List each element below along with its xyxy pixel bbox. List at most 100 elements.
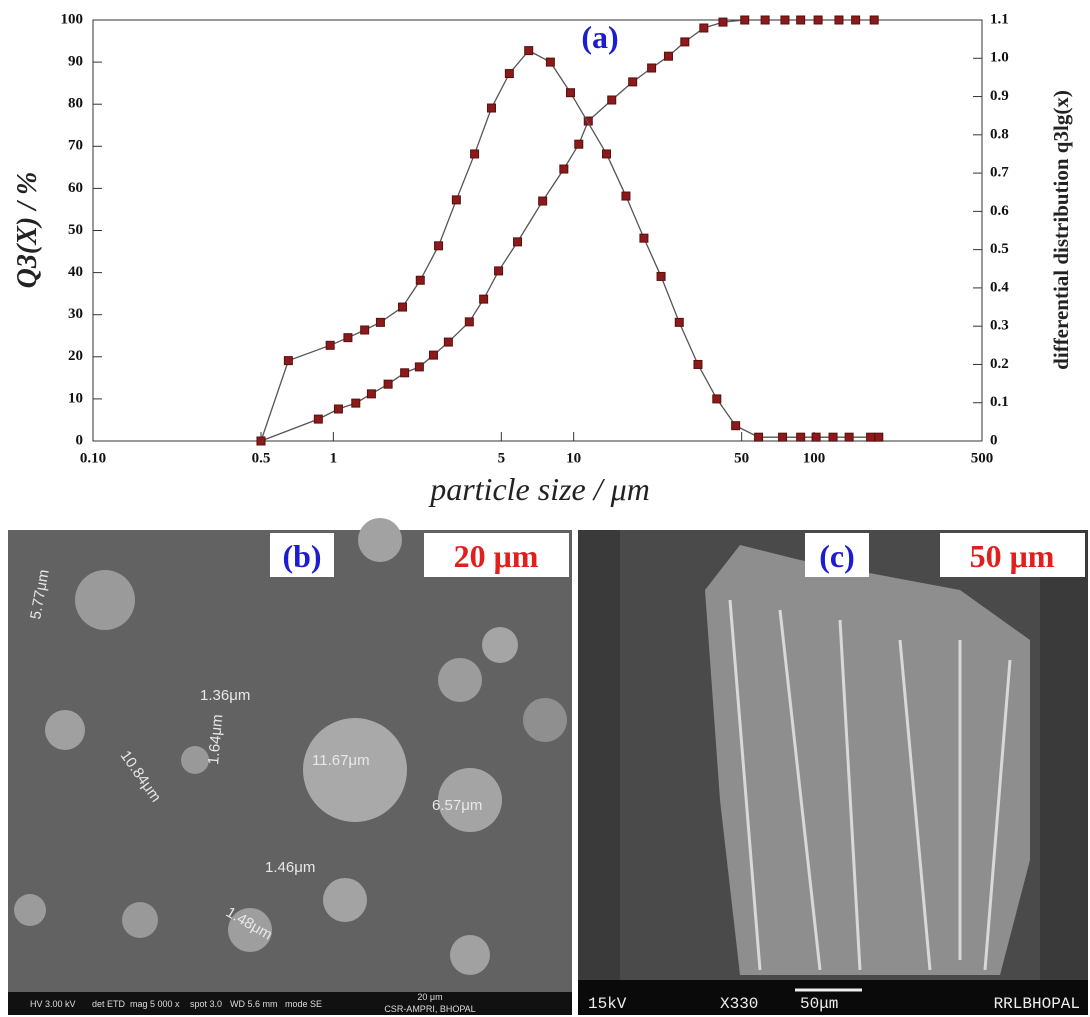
data-point [834, 15, 844, 25]
x-axis-label: particle size / μm [428, 471, 650, 507]
y-tick-label: 30 [68, 306, 83, 322]
measurement: 1.46μm [265, 859, 315, 876]
data-point [796, 432, 806, 442]
data-point [400, 368, 410, 378]
data-point [693, 359, 703, 369]
data-point [813, 15, 823, 25]
footer-text: spot 3.0 [190, 999, 222, 1009]
y2-tick-label: 0.3 [990, 318, 1009, 334]
data-point [486, 103, 496, 113]
data-point [760, 15, 770, 25]
scale-label: 20 μm [454, 538, 539, 574]
y-tick-label: 70 [68, 138, 83, 154]
data-point [674, 317, 684, 327]
y2-tick-label: 0.1 [990, 394, 1009, 410]
y-tick-label: 20 [68, 348, 83, 364]
data-point [414, 362, 424, 372]
sem-image-b: (b) 20 μm 5.77μm 1.36μm 10.84μm 1.64μm 1… [8, 518, 572, 1015]
x-tick-label: 0.5 [252, 450, 271, 466]
data-point [464, 317, 474, 327]
data-point [383, 379, 393, 389]
data-point [574, 139, 584, 149]
y-tick-label: 10 [68, 390, 83, 406]
data-point [434, 241, 444, 251]
x-tick-label: 10 [566, 450, 581, 466]
data-point [656, 271, 666, 281]
footer-text: WD 5.6 mm [230, 999, 278, 1009]
x-tick-label: 1 [330, 450, 338, 466]
data-point [504, 69, 514, 79]
data-point [333, 404, 343, 414]
y2-tick-label: 0.6 [990, 203, 1009, 219]
data-point [621, 191, 631, 201]
data-point [256, 436, 266, 446]
data-point [718, 17, 728, 27]
panel-label: (a) [581, 19, 618, 55]
y-axis-label: Q3(X) / % [12, 172, 43, 289]
data-point [538, 196, 548, 206]
y-tick-label: 100 [61, 11, 84, 27]
y2-tick-label: 0.8 [990, 126, 1009, 142]
y-tick-label: 90 [68, 54, 83, 70]
y2-tick-label: 0.4 [990, 279, 1009, 295]
data-point [780, 15, 790, 25]
data-point [283, 356, 293, 366]
data-point [494, 266, 504, 276]
data-point [398, 302, 408, 312]
data-point [479, 294, 489, 304]
data-point [844, 432, 854, 442]
y2-tick-label: 0.2 [990, 356, 1009, 372]
footer-text: 50μm [800, 995, 838, 1013]
footer-text: mode SE [285, 999, 322, 1009]
y2-tick-label: 1.0 [990, 50, 1009, 66]
y-tick-label: 50 [68, 222, 83, 238]
data-point [828, 432, 838, 442]
y2-tick-label: 0.7 [990, 165, 1009, 181]
y-tick-label: 0 [76, 432, 84, 448]
data-point [866, 432, 876, 442]
measurement: 1.64μm [205, 714, 226, 766]
data-point [443, 337, 453, 347]
data-point [313, 414, 323, 424]
x-tick-label: 500 [971, 450, 994, 466]
data-point [796, 15, 806, 25]
footer-text: X330 [720, 995, 758, 1013]
data-point [680, 37, 690, 47]
data-point [740, 15, 750, 25]
data-point [524, 46, 534, 56]
data-point [639, 233, 649, 243]
data-point [583, 116, 593, 126]
data-point [415, 275, 425, 285]
footer-text: det ETD [92, 999, 126, 1009]
data-point [513, 237, 523, 247]
y2-tick-label: 0.9 [990, 88, 1009, 104]
footer-text: RRLBHOPAL [994, 995, 1080, 1013]
x-tick-label: 5 [498, 450, 506, 466]
measurement: 1.36μm [200, 687, 250, 704]
plot-frame [92, 19, 983, 442]
footer-text: HV 3.00 kV [30, 999, 76, 1009]
data-point [874, 432, 884, 442]
data-point [428, 350, 438, 360]
data-point [545, 57, 555, 67]
x-tick-label: 100 [803, 450, 826, 466]
data-point [851, 15, 861, 25]
data-point [754, 432, 764, 442]
footer-text: 15kV [588, 995, 627, 1013]
x-tick-label: 0.10 [80, 450, 106, 466]
data-point [559, 164, 569, 174]
measurement: 11.67μm [312, 752, 370, 769]
data-point [699, 23, 709, 33]
y2-tick-label: 0.5 [990, 241, 1009, 257]
data-point [647, 63, 657, 73]
scale-label: 50 μm [970, 538, 1055, 574]
data-point [628, 77, 638, 87]
data-point [565, 88, 575, 98]
data-point [343, 333, 353, 343]
measurement: 6.57μm [432, 797, 482, 814]
x-tick-label: 50 [734, 450, 749, 466]
data-point [470, 149, 480, 159]
y2-tick-label: 1.1 [990, 11, 1009, 27]
data-point [451, 195, 461, 205]
